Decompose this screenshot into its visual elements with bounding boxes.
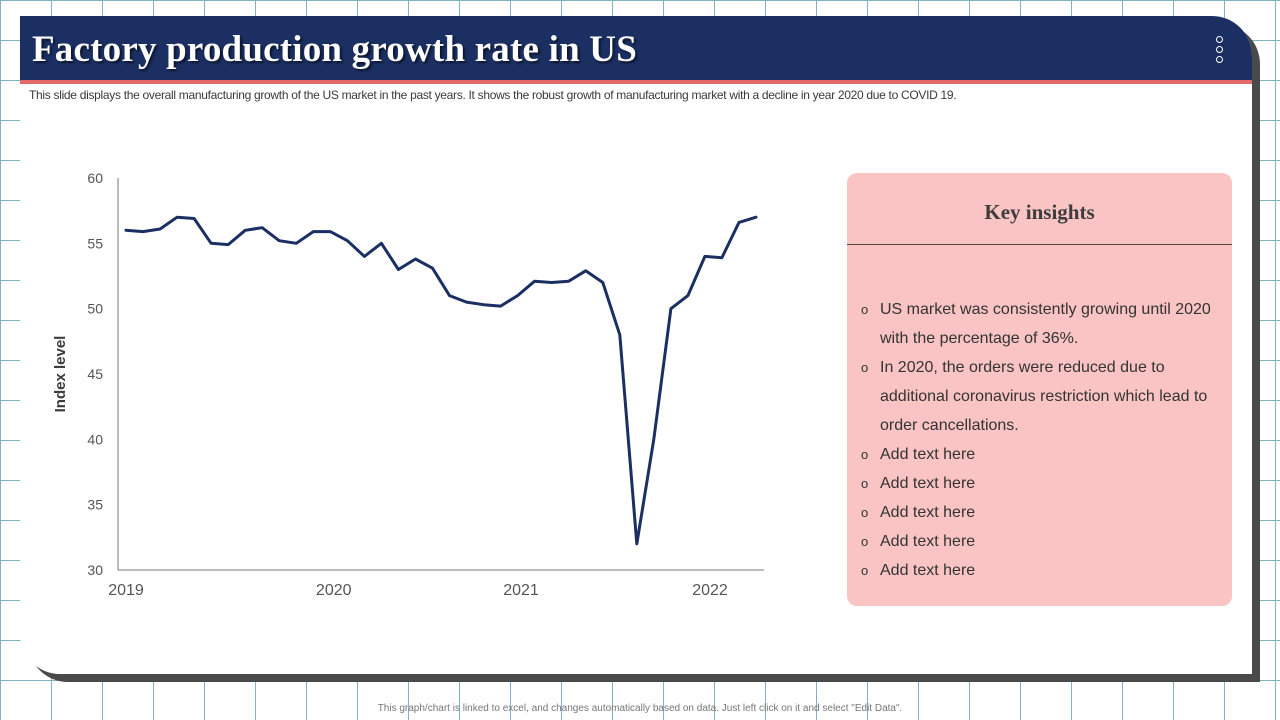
key-insights-divider: [847, 244, 1232, 245]
insight-text: In 2020, the orders were reduced due to …: [880, 359, 1208, 434]
bullet-icon: o: [861, 447, 869, 462]
y-tick-label: 35: [87, 497, 103, 513]
bullet-icon: o: [861, 360, 869, 375]
insight-text: Add text here: [880, 533, 976, 550]
insight-item: o Add text here: [859, 440, 1219, 469]
insight-text: Add text here: [880, 504, 976, 521]
bullet-icon: o: [861, 563, 869, 578]
insight-text: Add text here: [880, 446, 976, 463]
footer-note: This graph/chart is linked to excel, and…: [377, 703, 903, 714]
page-title: Factory production growth rate in US: [32, 29, 637, 70]
key-insights-panel: Key insights o US market was consistently…: [847, 173, 1232, 606]
bullet-icon: o: [861, 534, 869, 549]
insight-item: o Add text here: [859, 498, 1219, 527]
y-tick-label: 30: [87, 562, 103, 578]
slide-description: This slide displays the overall manufact…: [29, 88, 957, 102]
insight-item: o Add text here: [859, 556, 1219, 585]
insight-item: o Add text here: [859, 527, 1219, 556]
insight-text: Add text here: [880, 562, 976, 579]
key-insights-title: Key insights: [984, 200, 1095, 224]
slide-card: Factory production growth rate in US Thi…: [20, 16, 1252, 674]
insight-item: o Add text here: [859, 469, 1219, 498]
bullet-icon: o: [861, 505, 869, 520]
insight-text: Add text here: [880, 475, 976, 492]
y-tick-label: 50: [87, 301, 103, 317]
key-insights-list: o US market was consistently growing unti…: [859, 295, 1219, 585]
x-tick-label: 2022: [692, 582, 728, 599]
y-tick-label: 40: [87, 431, 103, 447]
y-tick-label: 55: [87, 235, 103, 251]
line-chart: 30 35 40 45 50 55 60 2019 2020 2021 2022 Index leve…: [52, 170, 764, 599]
x-tick-label: 2021: [503, 582, 539, 599]
insight-item: o US market was consistently growing unti…: [859, 295, 1219, 353]
series-line-index-level: [124, 215, 758, 546]
y-tick-label: 60: [87, 170, 103, 186]
x-tick-label: 2020: [316, 582, 352, 599]
bullet-icon: o: [861, 476, 869, 491]
y-tick-label: 45: [87, 366, 103, 382]
more-options-icon[interactable]: [1216, 36, 1226, 66]
bullet-icon: o: [861, 302, 869, 317]
title-bar: Factory production growth rate in US: [20, 16, 1252, 84]
y-axis-title: Index level: [52, 336, 69, 413]
x-tick-label: 2019: [108, 582, 144, 599]
insight-text: US market was consistently growing until…: [880, 301, 1211, 347]
insight-item: o In 2020, the orders were reduced due to…: [859, 353, 1219, 440]
